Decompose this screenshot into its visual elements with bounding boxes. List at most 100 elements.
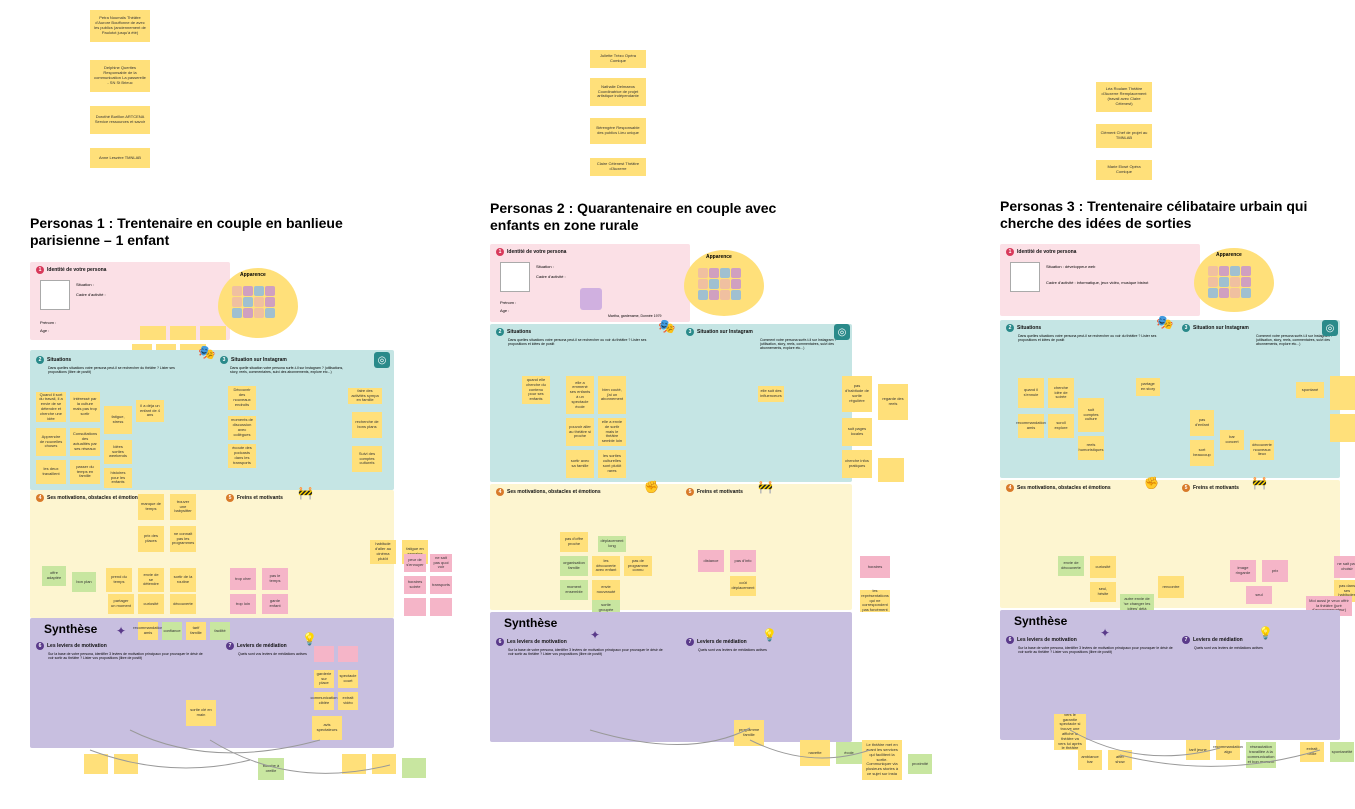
sticky-note[interactable] xyxy=(1330,414,1355,442)
sticky-note[interactable]: pas d'info xyxy=(730,550,756,572)
sticky-note[interactable] xyxy=(878,458,904,482)
sticky-note[interactable]: horaires xyxy=(860,556,890,578)
sticky-note[interactable]: ne connait pas les programmes xyxy=(170,526,196,552)
sticky-note[interactable]: manque de temps xyxy=(138,494,164,520)
sticky-note[interactable]: coût déplacement xyxy=(730,576,756,596)
sticky-note[interactable]: spontané xyxy=(1296,382,1324,398)
sticky-note[interactable]: elle a emmené ses enfants à un spectacle… xyxy=(566,376,594,414)
sticky-note[interactable]: sortir avec sa famille xyxy=(566,450,594,478)
top-note[interactable]: Delphine Querites Responsable de la comm… xyxy=(90,60,150,92)
sticky-note[interactable]: envie de se détendre xyxy=(138,568,164,592)
sticky-note[interactable]: pas d'enfant xyxy=(1190,410,1214,436)
sticky-note[interactable]: quand il s'ennuie xyxy=(1018,378,1044,408)
sticky-note[interactable]: recherche de bons plans xyxy=(352,412,382,438)
sticky-note[interactable]: envie de découverte xyxy=(1058,556,1084,576)
sticky-note[interactable]: découverte nouveaux lieux xyxy=(1250,440,1274,460)
sticky-note[interactable]: prix xyxy=(1262,560,1288,582)
sticky-note[interactable]: les représentations qui ne correspondent… xyxy=(860,590,890,612)
sticky-note[interactable]: spectacle court xyxy=(338,670,358,688)
sticky-note[interactable]: les sorties culturelles sont plutôt rare… xyxy=(598,450,626,478)
top-note[interactable]: Clément Chef de projet au TMNLAB xyxy=(1096,124,1152,148)
top-note[interactable]: Petra Noumaïs Théâtre d'Aurore Bouffonne… xyxy=(90,10,150,42)
sticky-note[interactable]: bon plan xyxy=(72,572,96,592)
sticky-note[interactable]: les découverte avec enfant xyxy=(592,556,620,576)
sticky-note[interactable] xyxy=(338,646,358,662)
sticky-note[interactable]: offre adaptée xyxy=(42,566,66,586)
sticky-note[interactable]: image ringarde xyxy=(1230,560,1256,582)
sticky-note[interactable]: Apprendre de nouvelles choses xyxy=(36,428,66,456)
sticky-note[interactable] xyxy=(430,598,452,616)
sticky-note[interactable]: Consultations des actualités par ses rés… xyxy=(70,428,100,456)
sticky-note[interactable]: peur de s'ennuyer xyxy=(404,554,426,572)
sticky-note[interactable]: suit comptes culture xyxy=(1078,398,1104,432)
sticky-note[interactable]: garderie sur place xyxy=(314,670,334,688)
sticky-note[interactable]: ne sait pas choisir xyxy=(1334,556,1355,578)
sticky-note[interactable]: scroll explore xyxy=(1048,414,1074,438)
sticky-note[interactable]: Suivi des comptes culturels xyxy=(352,446,382,472)
sticky-note[interactable]: trop cher xyxy=(230,568,256,590)
sticky-note[interactable]: pas d'habitude de sortie régulière xyxy=(842,376,872,412)
sticky-note[interactable]: moments de discussion avec collègues xyxy=(228,416,256,440)
top-note[interactable]: Léa Roulam Théâtre d'Auxerre Remplacemen… xyxy=(1096,82,1152,112)
sticky-note[interactable]: il a déja un enfant de 4 ans xyxy=(136,400,164,422)
top-note[interactable]: Dorothé Burillon ARTCENA Service ressour… xyxy=(90,106,150,134)
sticky-note[interactable]: suit pages locales xyxy=(842,418,872,446)
sticky-note[interactable]: recommandation amis xyxy=(1018,414,1044,438)
sticky-note[interactable]: intéressé par la culture mais pas trop s… xyxy=(70,392,100,422)
sticky-note[interactable] xyxy=(314,646,334,662)
sticky-note[interactable]: elle suit des influenceurs xyxy=(758,386,784,402)
sticky-note[interactable] xyxy=(200,326,226,340)
sticky-note[interactable]: faire des activités sympa en famille xyxy=(348,388,382,404)
top-note[interactable]: Marie Ekwè Opéra Comique xyxy=(1096,160,1152,180)
sticky-note[interactable]: moment ensemble xyxy=(560,580,588,600)
sticky-note[interactable]: regarde des reels xyxy=(878,384,908,420)
sticky-note[interactable]: pas le temps xyxy=(262,568,288,590)
sticky-note[interactable]: sortir de la routine xyxy=(170,568,196,592)
sticky-note[interactable]: habitude d'aller au cinéma plutôt xyxy=(370,540,396,564)
sticky-note[interactable]: elle a envie de sortir mais le théâtre s… xyxy=(598,418,626,446)
sticky-note[interactable]: histoires pour les enfants xyxy=(104,468,132,488)
sticky-note[interactable]: partage en story xyxy=(1136,378,1160,396)
sticky-note[interactable]: confiance xyxy=(162,622,182,640)
sticky-note[interactable]: pas d'offre proche xyxy=(560,532,588,552)
sticky-note[interactable]: fatigue, stress xyxy=(104,406,132,434)
sticky-note[interactable]: transports xyxy=(430,576,452,594)
top-note[interactable]: Juliette Trézo Opéra Comique xyxy=(590,50,646,68)
sticky-note[interactable]: bien couté, j'ai un abonnement xyxy=(598,376,626,414)
sticky-note[interactable] xyxy=(1330,376,1355,410)
sticky-note[interactable]: horaires soirée xyxy=(404,576,426,594)
sticky-note[interactable]: prend du temps xyxy=(106,568,132,592)
sticky-note[interactable] xyxy=(170,326,196,340)
sticky-note[interactable]: tarif famille xyxy=(186,622,206,640)
sticky-note[interactable]: garde enfant xyxy=(262,594,288,614)
sticky-note[interactable]: Découvrir des nouveaux endroits xyxy=(228,386,256,410)
sticky-note[interactable]: facilité xyxy=(210,622,230,640)
sticky-note[interactable]: rencontre xyxy=(1158,576,1184,598)
sticky-note[interactable] xyxy=(404,598,426,616)
sticky-note[interactable]: partager un moment xyxy=(108,594,134,614)
sticky-note[interactable]: déplacement long xyxy=(598,536,626,552)
sticky-note[interactable]: trop loin xyxy=(230,594,256,614)
sticky-note[interactable]: quand elle cherche du contenu pour ses e… xyxy=(522,376,550,404)
sticky-note[interactable]: cherche infos pratiques xyxy=(842,450,872,478)
sticky-note[interactable]: curiosité xyxy=(138,594,164,614)
top-note[interactable]: Anne Leszère TMNLAB xyxy=(90,148,150,168)
sticky-note[interactable]: curiosité xyxy=(1090,556,1116,578)
sticky-note[interactable]: reels humoristiques xyxy=(1078,436,1104,460)
sticky-note[interactable]: prix des places xyxy=(138,526,164,552)
sticky-note[interactable] xyxy=(140,326,166,340)
sticky-note[interactable]: recommandation amis xyxy=(138,622,158,640)
top-note[interactable]: Claire Célenest Théâtre d'Auxerre xyxy=(590,158,646,176)
sticky-note[interactable]: envie nouveauté xyxy=(592,580,620,600)
sticky-note[interactable]: Quand il sort du travail, il a envie de … xyxy=(36,392,66,422)
sticky-note[interactable]: distance xyxy=(698,550,724,572)
sticky-note[interactable]: découverte xyxy=(170,594,196,614)
sticky-note[interactable]: seul xyxy=(1246,586,1272,604)
sticky-note[interactable]: pouvoir aller au théâtre si proche xyxy=(566,418,594,446)
sticky-note[interactable]: passer du temps en famille xyxy=(70,460,100,484)
sticky-note[interactable]: seul, hésite xyxy=(1090,582,1116,602)
sticky-note[interactable]: écoute des podcasts dans les transports xyxy=(228,444,256,468)
top-note[interactable]: Nathalie Delmaeos Coordinatrice de proje… xyxy=(590,78,646,106)
sticky-note[interactable]: bar concert xyxy=(1220,430,1244,450)
top-note[interactable]: Bérengère Responsable des publics Lieu u… xyxy=(590,118,646,144)
